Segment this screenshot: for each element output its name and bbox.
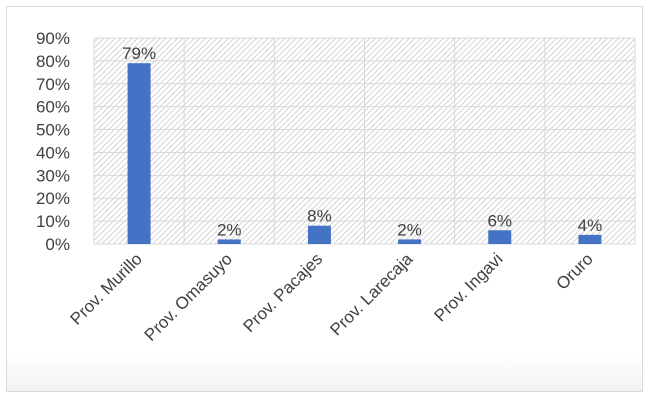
category-label: Prov. Murillo (67, 249, 146, 328)
y-tick-label: 30% (36, 166, 70, 185)
chart-frame-shade (7, 357, 642, 391)
y-tick-label: 40% (36, 143, 70, 162)
bar (488, 230, 512, 244)
category-label: Prov. Omasuyo (141, 249, 236, 344)
y-tick-label: 0% (45, 235, 70, 254)
y-tick-label: 80% (36, 52, 70, 71)
y-tick-label: 20% (36, 189, 70, 208)
bar (127, 63, 151, 244)
data-label: 8% (307, 207, 332, 226)
y-tick-label: 60% (36, 98, 70, 117)
category-label: Oruro (553, 249, 597, 293)
grid (93, 37, 636, 245)
bar (398, 239, 422, 244)
y-tick-label: 50% (36, 121, 70, 140)
y-tick-label: 90% (36, 29, 70, 48)
data-label: 79% (122, 44, 156, 63)
data-label: 6% (487, 211, 512, 230)
category-label: Prov. Ingavi (431, 249, 507, 325)
bar (217, 239, 241, 244)
y-axis-labels: 0% 10% 20% 30% 40% 50% 60% 70% 80% 90% (36, 29, 70, 254)
y-tick-label: 10% (36, 212, 70, 231)
data-label: 2% (217, 220, 242, 239)
data-label: 2% (397, 220, 422, 239)
bar (307, 225, 331, 244)
category-label: Prov. Larecaja (326, 249, 416, 339)
y-tick-label: 70% (36, 75, 70, 94)
bar (578, 234, 602, 244)
bars: 79% 2% 8% 2% 6% 4% (122, 44, 602, 244)
category-label: Prov. Pacajes (240, 249, 327, 336)
data-label: 4% (578, 216, 603, 235)
